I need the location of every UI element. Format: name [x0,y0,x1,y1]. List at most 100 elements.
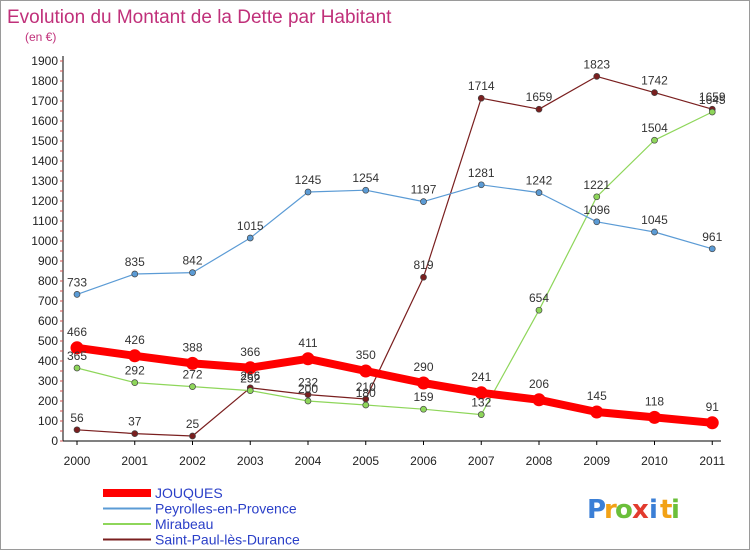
data-point-mirabeau [708,108,716,116]
data-point-saint-paul-les-durance [477,94,485,102]
data-label-mirabeau: 180 [356,386,376,400]
data-point-saint-paul-les-durance [535,105,543,113]
data-label-peyrolles-en-provence: 1254 [352,171,379,185]
data-point-jouques [705,416,719,430]
y-tick-label: 200 [38,394,58,408]
chart-subtitle: (en €) [25,30,56,44]
data-point-saint-paul-les-durance [593,73,601,80]
data-point-saint-paul-les-durance [420,273,427,281]
data-point-peyrolles-en-provence [304,188,312,196]
y-tick-label: 1300 [31,174,58,188]
data-label-jouques: 350 [356,348,376,362]
axes: 0 100 200 300 400 500 600 700 800 900 1000 1100 1200… [31,54,725,468]
series-line-saint-paul-les-durance [76,75,713,437]
data-label-mirabeau: 654 [529,291,549,305]
y-tick-label: 1100 [32,214,58,228]
data-labels: 56 37 25 266 232 210 819 1714 1659 1823 1742 1659 36… [67,57,726,431]
data-label-saint-paul-les-durance: 266 [240,369,260,383]
y-tick-label: 1500 [31,134,58,148]
data-label-jouques: 118 [645,394,664,408]
y-tick-label: 300 [38,374,58,388]
y-tick-label: 1900 [31,54,58,68]
data-point-mirabeau [362,401,370,409]
data-label-mirabeau: 1504 [641,121,668,135]
x-tick-label: 2009 [583,454,610,468]
x-tick-label: 2011 [699,454,725,468]
x-tick-label: 2008 [526,454,553,468]
data-point-jouques [359,364,373,378]
chart-title: Evolution du Montant de la Dette par Hab… [7,7,392,28]
brand-letter: t [660,495,672,525]
data-label-jouques: 366 [240,345,260,359]
data-label-mirabeau: 132 [471,396,491,410]
data-label-saint-paul-les-durance: 56 [70,411,84,425]
data-point-jouques [532,393,546,407]
data-label-mirabeau: 252 [240,372,260,386]
y-tick-label: 700 [38,294,58,308]
data-point-saint-paul-les-durance [304,391,312,398]
data-point-peyrolles-en-provence [246,234,254,242]
data-label-jouques: 290 [413,360,433,374]
data-point-mirabeau [593,193,601,201]
data-label-saint-paul-les-durance: 232 [298,376,318,390]
brand-letter: x [632,495,649,525]
data-point-jouques [301,352,315,366]
data-label-mirabeau: 272 [182,368,202,382]
data-label-jouques: 466 [67,325,87,339]
y-tick-label: 600 [38,314,58,328]
legend-label-peyrolles-en-provence: Peyrolles-en-Provence [155,501,297,517]
y-tick-label: 1600 [31,114,58,128]
y-tick-label: 800 [38,274,58,288]
data-label-saint-paul-les-durance: 1714 [468,79,495,93]
data-point-mirabeau [477,411,485,418]
data-point-jouques [648,410,661,424]
data-point-peyrolles-en-provence [477,181,485,189]
series-line-mirabeau [76,111,713,416]
brand-letter: r [604,495,617,525]
data-label-saint-paul-les-durance: 1659 [699,90,726,104]
data-point-jouques [474,386,488,400]
data-label-peyrolles-en-provence: 1045 [641,213,668,227]
data-point-saint-paul-les-durance [651,89,658,96]
data-point-jouques [243,361,257,375]
legend-label-saint-paul-les-durance: Saint-Paul-lès-Durance [155,532,300,548]
y-tick-label: 1200 [31,194,58,208]
data-point-mirabeau [304,397,312,405]
brand-letter: i [671,495,680,525]
data-label-jouques: 206 [529,377,549,391]
data-label-jouques: 241 [471,370,491,384]
data-label-mirabeau: 1645 [699,93,726,107]
data-label-mirabeau: 200 [298,382,318,396]
y-tick-label: 1400 [31,154,58,168]
data-point-peyrolles-en-provence [535,189,543,196]
data-label-mirabeau: 292 [125,364,145,378]
x-tick-label: 2007 [468,454,495,468]
y-tick-label: 500 [38,334,58,348]
legend: JOUQUESPeyrolles-en-ProvenceMirabeauSain… [103,485,300,548]
data-point-jouques [70,341,84,355]
series-lines [70,73,719,440]
y-tick-label: 1700 [31,94,58,108]
data-point-mirabeau [189,383,196,390]
data-label-mirabeau: 1221 [583,178,610,192]
y-tick-label: 0 [51,434,58,448]
data-point-saint-paul-les-durance [131,430,139,437]
data-label-saint-paul-les-durance: 25 [186,417,200,431]
data-point-saint-paul-les-durance [189,432,196,440]
data-label-mirabeau: 365 [67,349,87,363]
data-point-jouques [128,349,142,363]
x-tick-label: 2002 [179,454,206,468]
data-label-peyrolles-en-provence: 1281 [468,166,495,180]
y-tick-label: 400 [38,354,58,368]
data-point-saint-paul-les-durance [73,426,81,434]
series-line-jouques [73,343,717,427]
data-point-jouques [186,356,199,370]
data-point-mirabeau [246,387,254,394]
series-line-peyrolles-en-provence [76,184,713,295]
data-point-peyrolles-en-provence [73,291,81,298]
data-label-jouques: 91 [706,400,720,414]
data-point-mirabeau [131,379,139,386]
x-tick-label: 2001 [121,454,148,468]
data-point-mirabeau [420,405,427,413]
